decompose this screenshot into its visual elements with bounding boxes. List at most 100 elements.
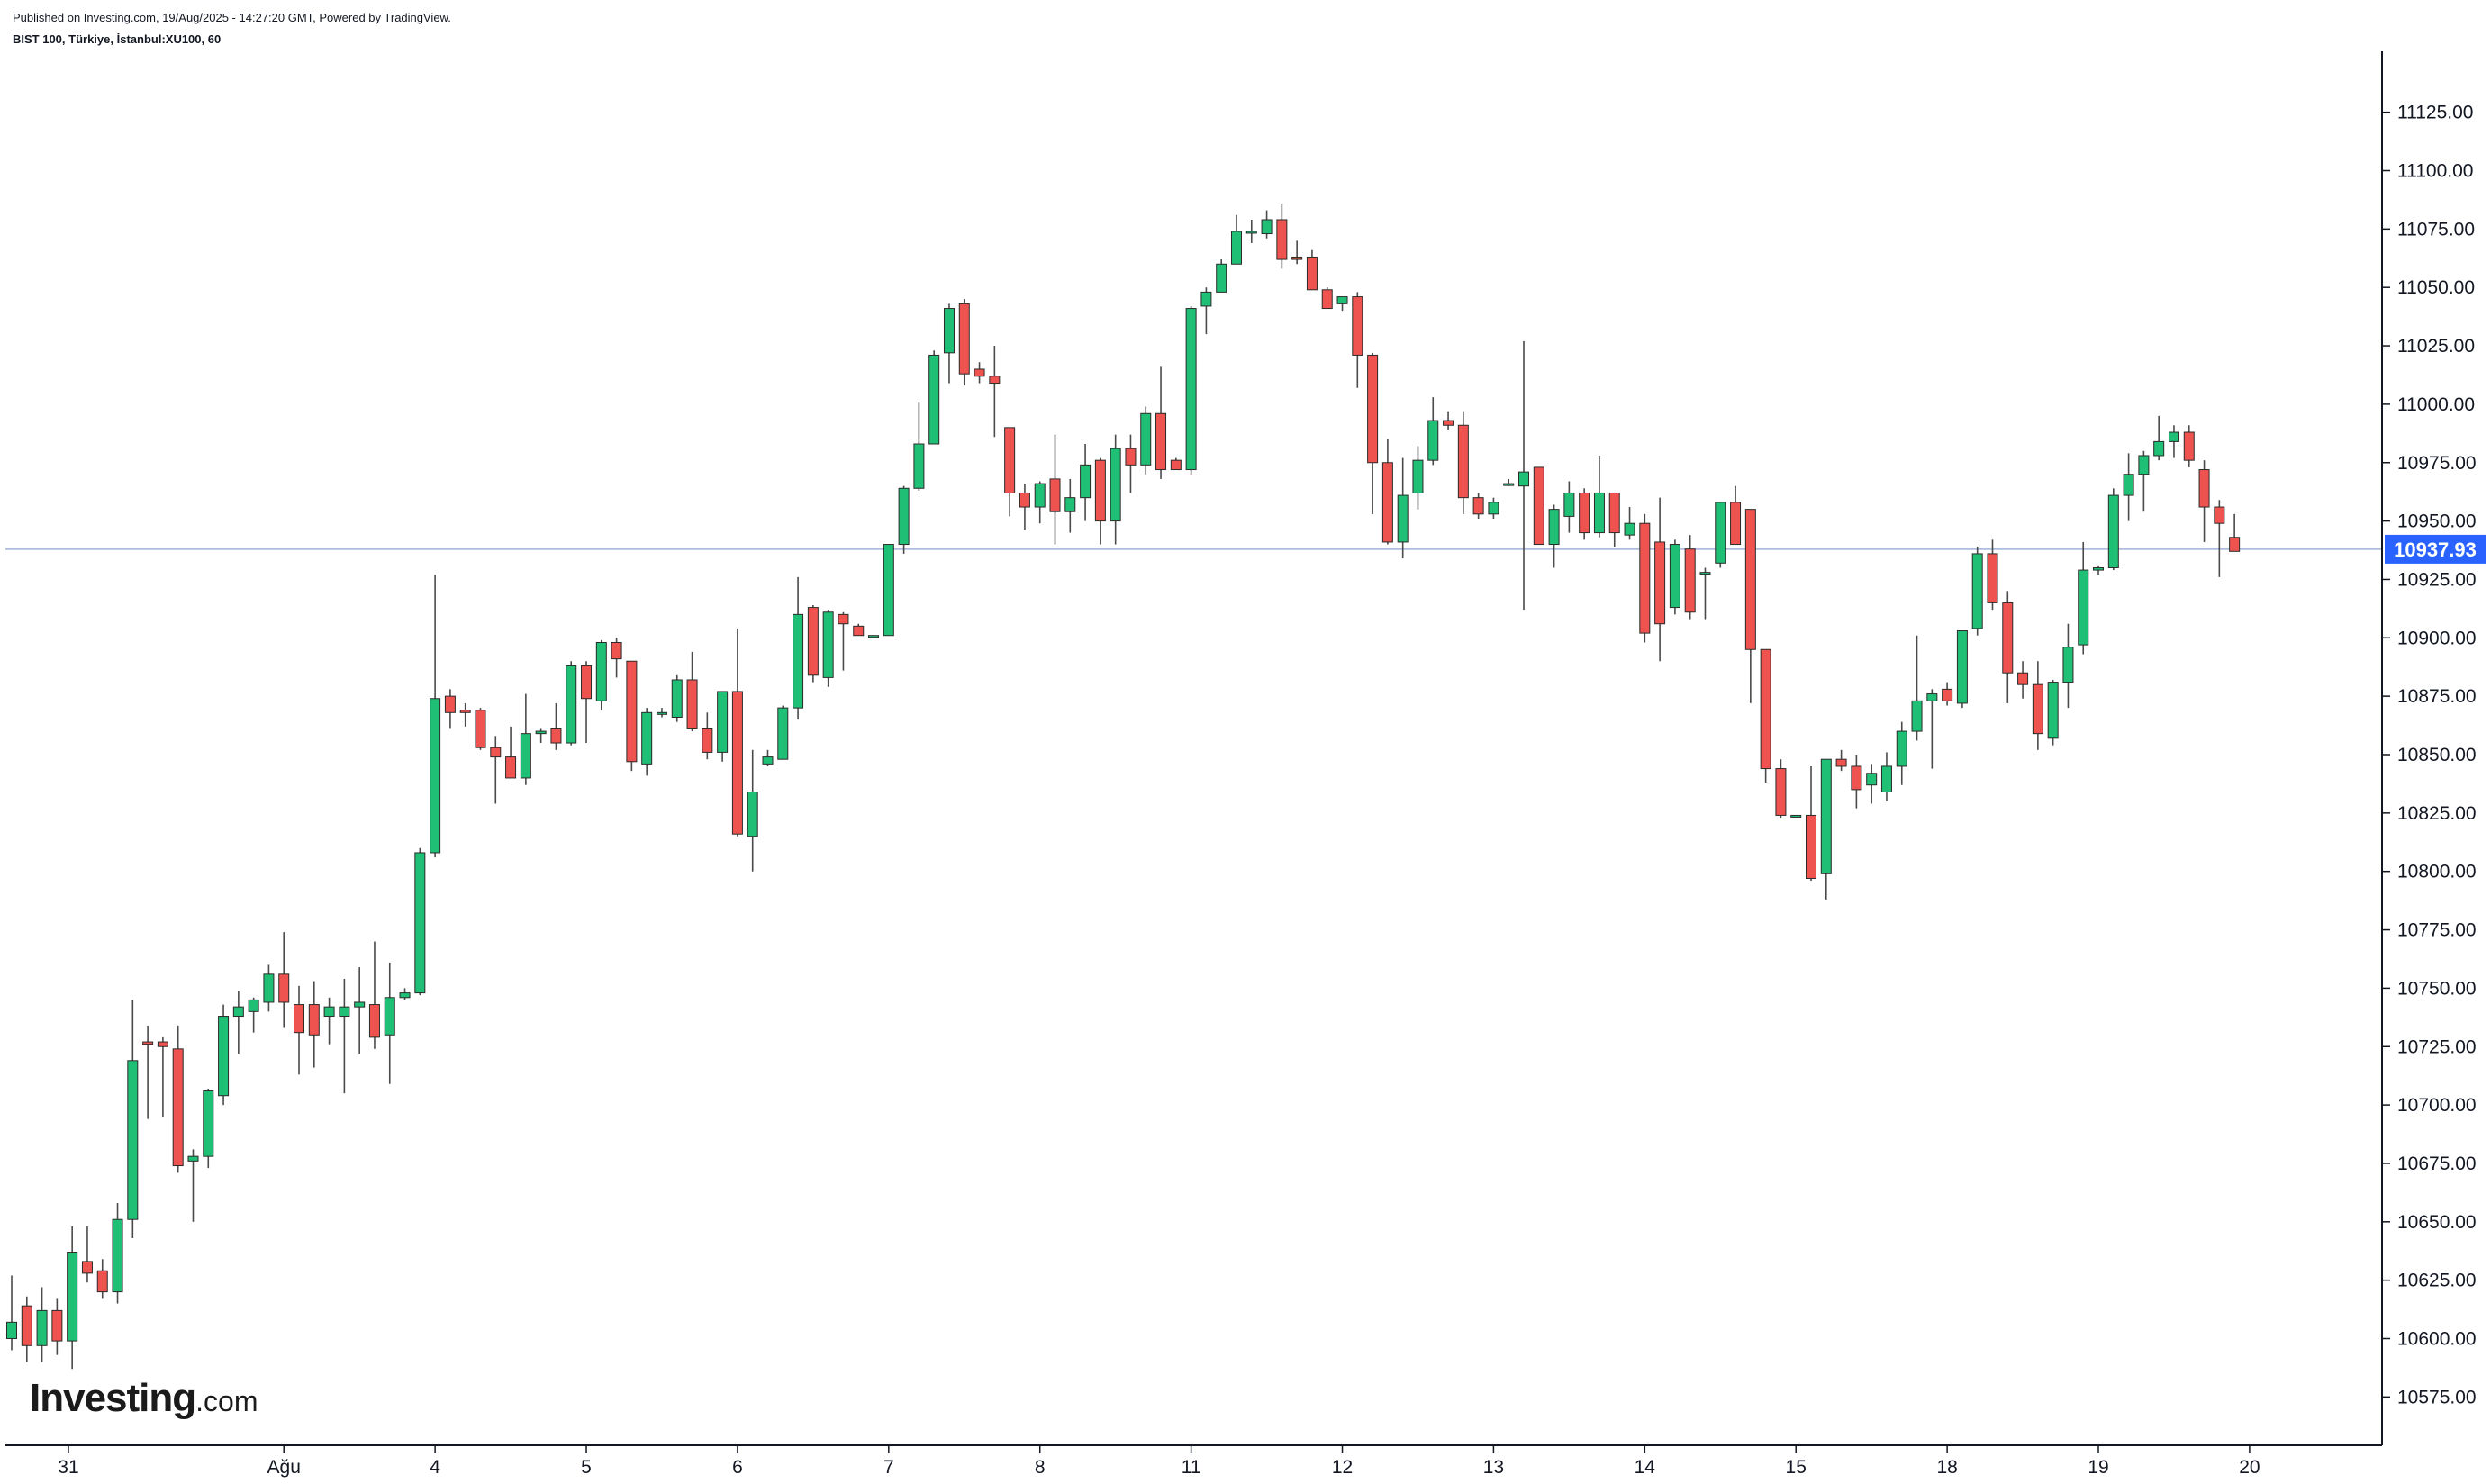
candle-body-up [1548, 509, 1560, 546]
candle-body-down [1775, 768, 1787, 816]
candle [459, 702, 471, 727]
x-tick-label: 7 [883, 1457, 894, 1478]
x-tick-label: 5 [581, 1457, 592, 1478]
y-tick-label: 10650.00 [2397, 1212, 2477, 1233]
candle-body-up [762, 756, 774, 765]
candle-body-down [581, 665, 593, 700]
candle [1034, 481, 1046, 524]
candle-body-down [505, 756, 517, 779]
published-note: Published on Investing.com, 19/Aug/2025 … [13, 11, 451, 24]
candle [218, 1004, 230, 1106]
candle [1064, 478, 1076, 533]
candle-body-up [384, 997, 395, 1036]
candle-body-up [399, 992, 411, 999]
candle [1730, 485, 1742, 546]
candle-body-down [1835, 758, 1847, 767]
candle-body-up [1911, 700, 1923, 732]
candle [928, 350, 940, 445]
candle-body-up [1034, 483, 1046, 508]
candle-body-up [1866, 773, 1878, 786]
y-tick-label: 10850.00 [2397, 745, 2477, 765]
candle [2198, 460, 2210, 542]
candle-body-down [731, 691, 743, 835]
candle [1820, 758, 1832, 900]
candle-body-down [1155, 412, 1167, 471]
candle-body-down [2002, 602, 2014, 674]
candle [1049, 434, 1061, 545]
investing-logo: Investing.com [30, 1376, 258, 1421]
candle-body-down [1639, 522, 1651, 634]
candle-body-up [127, 1060, 139, 1220]
candle [368, 941, 380, 1049]
candle [656, 708, 667, 718]
candle [1140, 406, 1152, 475]
x-tick-label: 11 [1182, 1457, 1201, 1478]
x-tick-label: 13 [1483, 1457, 1504, 1478]
candle [731, 628, 743, 837]
y-tick-label: 10575.00 [2397, 1387, 2477, 1407]
candle-body-up [2078, 569, 2089, 646]
candle [1926, 689, 1938, 769]
candle [157, 1036, 168, 1118]
candle [127, 1000, 139, 1238]
y-tick-label: 10825.00 [2397, 803, 2477, 824]
candle-body-down [490, 747, 502, 758]
candle [1608, 492, 1620, 547]
candle-body-up [1669, 544, 1680, 609]
candle [339, 979, 350, 1094]
candle [2002, 591, 2014, 703]
candle [989, 346, 1001, 438]
candle-body-up [1412, 459, 1424, 493]
candle-body-down [81, 1261, 93, 1274]
y-tick-label: 10725.00 [2397, 1036, 2477, 1057]
candle-body-down [172, 1048, 184, 1167]
y-tick-label: 10925.00 [2397, 569, 2477, 590]
candle-body-down [96, 1270, 108, 1293]
candle [1367, 352, 1379, 514]
candle-body-down [626, 660, 638, 763]
y-tick-label: 10675.00 [2397, 1154, 2477, 1174]
y-tick-label: 10600.00 [2397, 1329, 2477, 1350]
candle-body-up [1956, 630, 1968, 704]
candle [1639, 513, 1651, 643]
candle [595, 639, 607, 710]
candle [1261, 210, 1273, 239]
candle [2153, 415, 2165, 461]
candle [263, 964, 275, 1012]
x-tick-label: 12 [1332, 1457, 1353, 1478]
candle-body-up [323, 1006, 335, 1018]
candle-body-up [1896, 730, 1907, 767]
candle-body-up [1624, 522, 1635, 536]
candle [96, 1259, 108, 1299]
candle [2078, 541, 2089, 655]
candle-body-down [308, 1004, 320, 1036]
candle [793, 576, 804, 720]
candle [1624, 507, 1635, 540]
candle [2123, 453, 2134, 521]
candle [2047, 679, 2059, 746]
candle [1094, 457, 1106, 545]
candle-body-up [1488, 502, 1499, 515]
candle [1110, 434, 1121, 545]
candle [777, 705, 789, 760]
candle [1291, 240, 1303, 265]
candle-body-down [1684, 548, 1696, 613]
candle-body-up [1140, 412, 1152, 466]
candle-body-down [1579, 492, 1590, 534]
candle [1548, 504, 1560, 568]
candle [883, 544, 894, 637]
candle-body-down [1654, 541, 1666, 625]
candle [1457, 411, 1469, 514]
candle-body-up [535, 730, 547, 735]
candle-body-up [822, 611, 834, 678]
candle [294, 985, 305, 1075]
candle [1397, 457, 1409, 559]
candle-body-up [1926, 693, 1938, 701]
candle-body-up [1246, 231, 1257, 234]
candle-body-up [898, 487, 910, 546]
candle-body-up [1064, 497, 1076, 512]
x-tick-label: Ağu [267, 1457, 301, 1478]
candle [1956, 630, 1968, 709]
candle [1185, 305, 1197, 475]
